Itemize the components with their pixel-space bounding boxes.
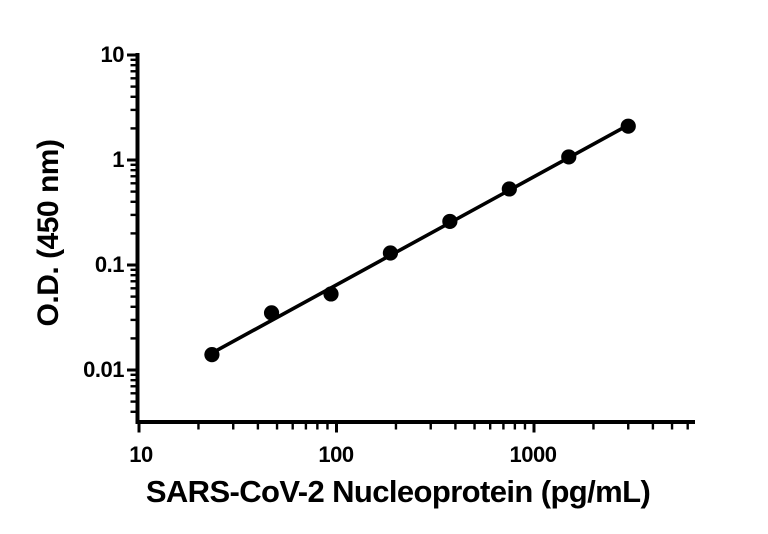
x-tick-label-100: 100	[318, 442, 354, 467]
x-axis-title: SARS-CoV-2 Nucleoprotein (pg/mL)	[145, 474, 651, 509]
data-point	[442, 213, 458, 230]
y-tick-label-10: 10	[100, 42, 125, 67]
fit-line	[210, 123, 631, 355]
data-point	[323, 286, 339, 302]
y-tick-label-0.01: 0.01	[83, 357, 124, 382]
y-tick-label-0.1: 0.1	[94, 252, 125, 277]
x-tick-label-10: 10	[129, 442, 153, 467]
data-point	[561, 149, 577, 165]
data-point	[204, 347, 220, 363]
data-point	[620, 118, 636, 134]
data-point	[382, 245, 399, 261]
data-point	[501, 181, 517, 197]
y-tick-label-1: 1	[112, 147, 124, 172]
x-tick-label-1000: 1000	[509, 442, 557, 467]
y-axis-title: O.D. (450 nm)	[32, 139, 65, 327]
data-point	[263, 305, 280, 321]
